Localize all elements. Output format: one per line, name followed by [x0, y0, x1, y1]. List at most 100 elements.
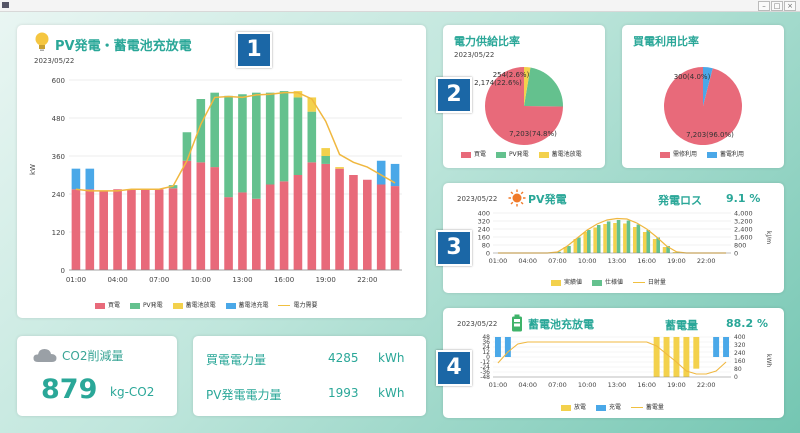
y-left-tick-label: 0	[486, 250, 490, 258]
bar-pv-spec	[616, 220, 621, 253]
x-tick-label: 10:00	[578, 257, 597, 265]
y-left-tick-label: 400	[478, 210, 490, 218]
bar-buy	[349, 175, 358, 270]
bar-buy	[154, 189, 164, 270]
co2-title: CO2削減量	[62, 349, 124, 363]
battery-panel: 2023/05/22 蓄電池充放電 蓄電量 88.2 % 48 36 24 12 0 -1…	[443, 308, 784, 418]
bar-pv	[238, 94, 247, 193]
bar-pv	[265, 92, 275, 185]
bar-pv-actual	[672, 252, 677, 253]
bar-pv	[252, 92, 261, 199]
x-tick-label: 19:00	[667, 257, 686, 265]
x-tick-label: 22:00	[697, 257, 716, 265]
y-right-tick-label: 800	[734, 242, 746, 250]
bar-pv-actual	[652, 239, 657, 253]
bar-buy	[390, 186, 400, 270]
x-tick-label: 07:00	[149, 276, 169, 284]
y-left-tick-label: -24	[480, 364, 490, 371]
bar-pv-spec	[606, 221, 611, 253]
y-right-tick-label: 80	[734, 366, 742, 373]
x-tick-label: 10:00	[191, 276, 211, 284]
y-left-tick-label: 24	[482, 344, 490, 351]
bar-pv	[321, 156, 330, 164]
y-right-tick-label: 4,000	[734, 210, 753, 218]
battery-icon	[512, 314, 522, 332]
pv-energy-label: PV発電電力量	[206, 388, 282, 402]
close-button[interactable]: ×	[784, 1, 796, 11]
pv-loss-label: 発電ロス	[658, 194, 702, 207]
bar-pv-spec	[656, 237, 660, 253]
x-tick-label: 19:00	[667, 381, 686, 389]
x-tick-label: 01:00	[489, 257, 508, 265]
minimize-button[interactable]: –	[758, 1, 770, 11]
pv-energy-unit: kWh	[378, 386, 405, 400]
bar-pv-spec	[666, 246, 670, 253]
legend-discharge: 蓄電池放電	[172, 300, 216, 309]
pv-chart: 4003202401608004,0003,2002,4001,6008000k…	[478, 210, 772, 266]
maximize-button[interactable]: □	[771, 1, 783, 11]
x-tick-label: 04:00	[107, 276, 127, 284]
bar-charge	[723, 337, 730, 357]
bar-charge	[390, 163, 400, 187]
bar-buy	[376, 184, 386, 270]
buy-energy-value: 4285	[328, 351, 359, 365]
legend-pv: PV発電	[129, 300, 163, 309]
y-right-tick-label: 1,600	[734, 234, 753, 242]
bar-discharge	[321, 148, 330, 156]
x-tick-label: 16:00	[637, 381, 656, 389]
main-chart: 0 120 240 360 480 600 kW 01:00 04:00 07:00 10:00 13…	[29, 77, 402, 284]
bar-buy	[307, 162, 317, 270]
bar-buy	[168, 188, 178, 270]
battery-title: 蓄電池充放電	[528, 318, 594, 331]
x-tick-label: 13:00	[608, 381, 627, 389]
legend-buy: 買電	[95, 300, 120, 309]
bar-pv-spec	[557, 251, 561, 253]
pie-label: 2,174(22.6%)	[474, 79, 522, 87]
y-left-tick-label: 80	[482, 242, 490, 250]
bar-buy	[293, 175, 303, 270]
pie-label: 7,203(96.0%)	[686, 131, 734, 139]
pie-slice	[524, 67, 563, 107]
bar-pv-actual	[563, 247, 568, 253]
y-left-tick-label: -48	[480, 374, 490, 381]
bar-buy	[196, 162, 206, 270]
bar-pv-spec	[636, 224, 641, 253]
bar-buy	[85, 189, 95, 270]
supply-ratio-date: 2023/05/22	[454, 51, 495, 59]
irradiance-line	[497, 217, 727, 254]
buy-usage-legend: 需修利用 蓄電利用	[660, 149, 752, 158]
x-tick-label: 04:00	[518, 257, 537, 265]
bar-buy	[210, 167, 219, 270]
bar-buy	[127, 189, 136, 270]
bar-discharge	[683, 337, 690, 377]
y-tick-label: 120	[52, 229, 65, 237]
lightbulb-icon	[35, 32, 49, 51]
bar-pv-actual	[642, 232, 647, 253]
y-left-tick-label: 48	[482, 334, 490, 341]
bar-charge	[504, 337, 511, 357]
pie-label: 254(2.6%)	[493, 71, 530, 79]
y-left-tick-label: 0	[486, 354, 490, 361]
bar-buy	[182, 160, 192, 270]
bar-pv	[182, 132, 192, 161]
bar-pv-spec	[646, 230, 651, 253]
co2-panel: CO2削減量 879 kg-CO2	[17, 336, 177, 416]
battery-chart: 483624120-12-24-36-48400320240160800kWh0…	[480, 334, 772, 389]
y-left-tick-label: 36	[482, 339, 490, 346]
bar-discharge	[335, 167, 344, 169]
pie-label: 7,203(74.8%)	[509, 130, 557, 138]
bar-discharge	[693, 337, 700, 369]
bar-pv-spec	[587, 230, 591, 253]
bar-buy	[279, 181, 289, 270]
x-tick-label: 19:00	[316, 276, 336, 284]
bar-buy	[265, 184, 275, 270]
bar-charge	[494, 337, 501, 357]
bar-pv-actual	[573, 239, 578, 253]
bar-discharge	[307, 97, 317, 112]
battery-soc-value: 88.2 %	[726, 317, 768, 330]
battery-date: 2023/05/22	[457, 320, 498, 328]
buy-usage-pie: 300(4.0%) 7,203(96.0%)	[664, 67, 742, 145]
bar-charge	[85, 168, 95, 190]
main-chart-title: PV発電・蓄電池充放電	[55, 39, 192, 54]
bar-charge	[71, 168, 81, 190]
